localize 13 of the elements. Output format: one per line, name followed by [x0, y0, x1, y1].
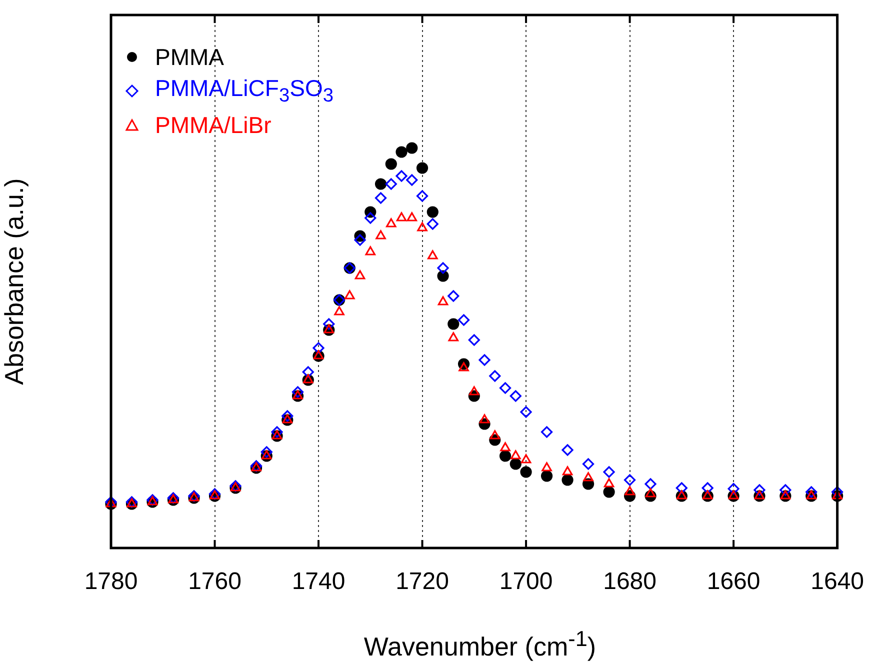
x-tick-label: 1660 — [706, 568, 760, 596]
x-tick-label: 1700 — [499, 568, 553, 596]
legend-label: PMMA/LiCF$_{3}$SO$_{3}$ — [155, 74, 334, 108]
x-axis-title: Wavenumber (cm$^{-1}$) — [362, 626, 598, 663]
legend-label: PMMA — [155, 44, 224, 70]
x-tick-label: 1720 — [396, 568, 449, 596]
x-tick-label: 1760 — [188, 568, 242, 596]
y-axis-title: Absorbance (a.u.) — [0, 178, 29, 385]
x-tick-label: 1780 — [84, 568, 138, 596]
x-tick-label: 1680 — [603, 568, 656, 596]
x-tick-label: 1640 — [810, 568, 864, 596]
x-tick-label: 1740 — [292, 568, 346, 596]
legend-label: PMMA/LiBr — [155, 112, 272, 138]
